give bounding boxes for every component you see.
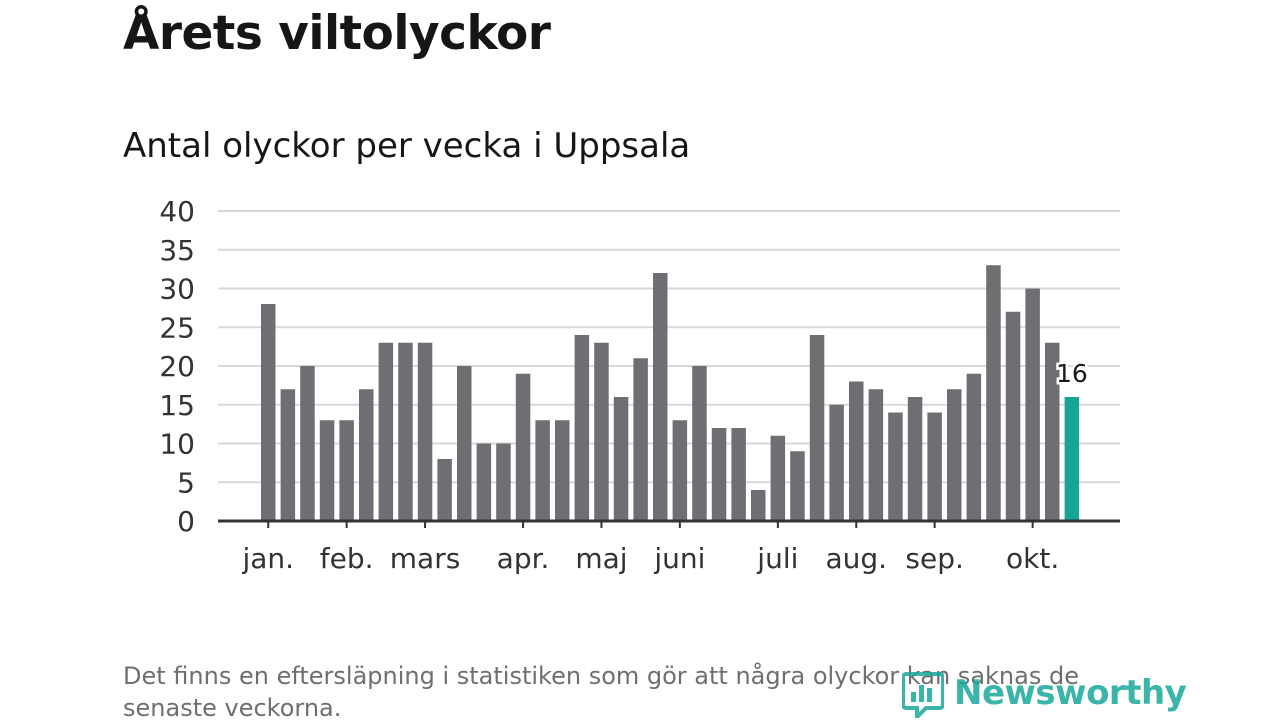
bar <box>711 428 727 521</box>
x-tick-label: feb. <box>320 542 374 575</box>
bar <box>731 428 746 521</box>
bar-highlighted <box>1064 397 1080 521</box>
bar <box>907 397 923 521</box>
bar <box>359 389 374 521</box>
bar <box>339 420 354 521</box>
y-axis-tick-labels: 0 5 10 15 20 25 30 35 40 <box>159 195 195 538</box>
bar <box>809 335 825 521</box>
bar <box>770 435 786 521</box>
y-tick-label: 10 <box>159 428 195 461</box>
bar <box>849 381 864 521</box>
bar <box>966 373 982 521</box>
y-tick-label: 35 <box>159 234 195 267</box>
bar <box>1025 288 1040 521</box>
bar <box>790 451 805 521</box>
bar <box>261 304 276 521</box>
bar <box>947 389 962 521</box>
x-axis-tick-labels: jan. feb. mars apr. maj juni juli aug. sep. okt. <box>241 542 1059 575</box>
bar-chart: 0 5 10 15 20 25 30 35 40 jan. feb. mars apr. maj juni… <box>159 195 1120 575</box>
bar <box>888 412 903 521</box>
bar <box>457 366 472 521</box>
bar <box>986 265 1001 521</box>
brand-logo: Newsworthy <box>902 668 1187 718</box>
bar <box>633 358 648 521</box>
bar <box>417 342 433 521</box>
y-tick-label: 25 <box>159 311 195 344</box>
brand-name: Newsworthy <box>954 673 1187 713</box>
bar <box>535 420 550 521</box>
chart-subtitle: Antal olyckor per vecka i Uppsala <box>123 126 691 166</box>
x-tick-label: okt. <box>1006 542 1059 575</box>
bar <box>672 420 688 521</box>
x-tick-label: maj <box>575 542 627 575</box>
x-tick-label: jan. <box>241 542 294 575</box>
bar <box>751 490 766 521</box>
bar <box>319 420 335 521</box>
bar <box>437 459 452 521</box>
bar <box>927 412 942 521</box>
bar <box>692 366 707 521</box>
y-tick-label: 40 <box>159 195 195 228</box>
chart-title: Årets viltolyckor <box>123 6 551 61</box>
y-tick-label: 20 <box>159 350 195 383</box>
bars <box>261 265 1080 521</box>
bar <box>398 342 413 521</box>
x-tick-label: sep. <box>905 542 964 575</box>
x-tick-label: mars <box>390 542 461 575</box>
bar <box>594 342 609 521</box>
x-tick-label: juli <box>756 542 798 575</box>
bar <box>496 443 511 521</box>
y-tick-label: 30 <box>159 273 195 306</box>
bar <box>555 420 570 521</box>
x-tick-label: apr. <box>497 542 550 575</box>
y-tick-label: 15 <box>159 389 195 422</box>
y-tick-label: 0 <box>177 505 195 538</box>
bar <box>1005 311 1021 521</box>
x-tick-label: juni <box>653 542 705 575</box>
gridlines <box>218 210 1120 484</box>
bar <box>613 397 629 521</box>
bar <box>868 389 884 521</box>
bar <box>515 373 531 521</box>
x-axis <box>218 519 1120 528</box>
newsworthy-logo-icon <box>902 672 944 718</box>
bar <box>280 389 296 521</box>
data-labels: 16 <box>1053 357 1090 391</box>
x-tick-label: aug. <box>825 542 887 575</box>
bar <box>574 335 590 521</box>
bar <box>653 273 668 521</box>
bar <box>1045 342 1060 521</box>
y-tick-label: 5 <box>177 466 195 499</box>
bar <box>829 404 844 521</box>
bar <box>476 443 492 521</box>
highlight-data-label: 16 <box>1056 359 1088 388</box>
bar <box>300 366 315 521</box>
bar <box>378 342 394 521</box>
